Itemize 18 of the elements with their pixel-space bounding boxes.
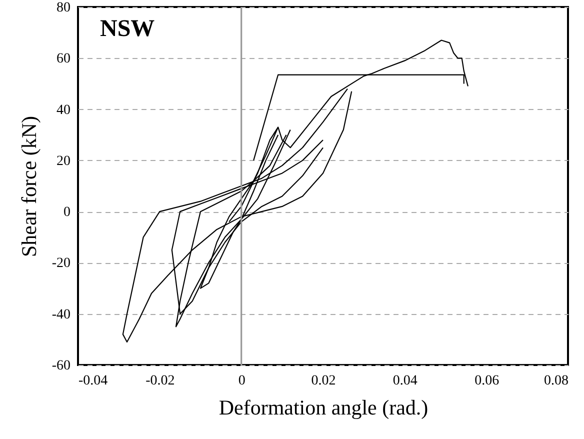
x-tick-label: 0 <box>238 374 246 388</box>
x-tick-label: -0.02 <box>146 374 175 388</box>
x-tick-label: -0.04 <box>78 374 108 388</box>
x-tick-label: 0.08 <box>544 374 568 388</box>
y-tick-label: -20 <box>52 256 70 272</box>
x-tick-label: 0.04 <box>392 374 418 388</box>
y-tick-label: -40 <box>52 307 70 322</box>
annotation: NSW <box>100 16 155 42</box>
y-tick-label: 20 <box>56 154 70 169</box>
y-tick-label: 80 <box>56 0 70 16</box>
x-axis-title: Deformation angle (rad.) <box>218 396 428 420</box>
x-tick-label: 0.06 <box>474 374 500 388</box>
y-tick-label: 40 <box>56 102 70 118</box>
y-axis-title: Shear force (kN) <box>16 116 41 258</box>
y-tick-label: -60 <box>52 358 70 374</box>
y-tick-label: 0 <box>64 205 70 220</box>
x-tick-label: 0.02 <box>311 374 336 388</box>
y-tick-label: 60 <box>56 52 70 67</box>
